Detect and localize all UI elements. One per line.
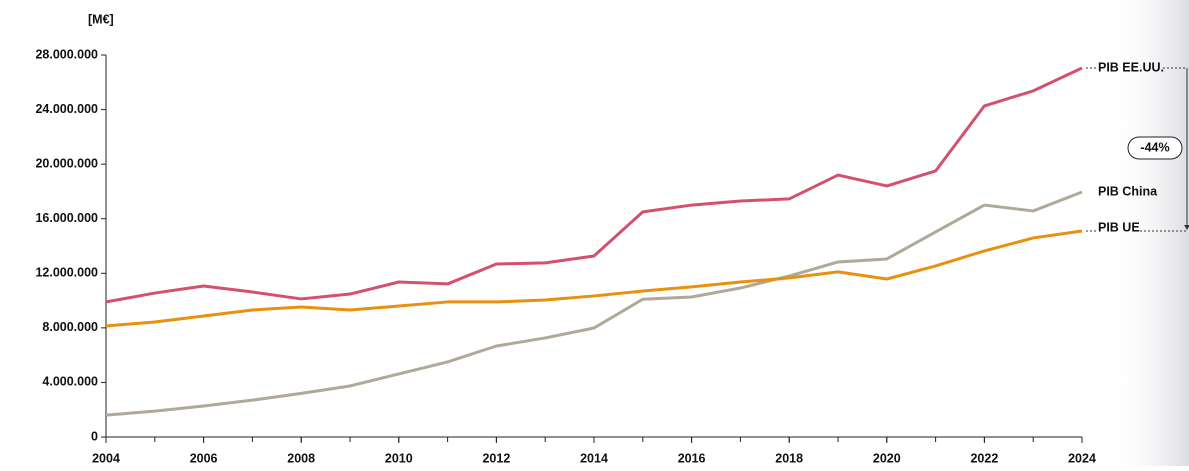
- x-tick-label: 2016: [678, 451, 706, 465]
- series-label: PIB EE.UU.: [1098, 60, 1164, 74]
- series-line: [105, 66, 1083, 304]
- y-tick-label: 16.000.000: [35, 211, 98, 225]
- x-tick-label: 2004: [92, 451, 120, 465]
- y-tick-label: 8.000.000: [42, 320, 98, 334]
- series-label: PIB UE: [1098, 220, 1140, 234]
- x-tick-label: 2024: [1068, 451, 1096, 465]
- arrow-head: [1184, 224, 1189, 230]
- x-tick-label: 2020: [873, 451, 901, 465]
- y-tick-label: 20.000.000: [35, 156, 98, 170]
- series-label: PIB China: [1098, 184, 1158, 198]
- annotation: -44%: [1140, 140, 1169, 154]
- annotation-box: [1127, 136, 1183, 160]
- x-tick-label: 2010: [385, 451, 413, 465]
- y-tick-label: 0: [91, 429, 98, 443]
- x-tick-label: 2022: [970, 451, 998, 465]
- y-tick-label: 24.000.000: [35, 102, 98, 116]
- y-axis-unit: [M€]: [88, 12, 114, 26]
- x-tick-label: 2006: [190, 451, 218, 465]
- y-tick-label: 4.000.000: [42, 375, 98, 389]
- background-panel: [1110, 0, 1189, 466]
- y-tick-label: 28.000.000: [35, 47, 98, 61]
- series-line: [105, 190, 1083, 417]
- series-line: [105, 229, 1083, 328]
- x-tick-label: 2018: [775, 451, 803, 465]
- y-tick-label: 12.000.000: [35, 266, 98, 280]
- x-tick-label: 2008: [287, 451, 315, 465]
- x-tick-label: 2014: [580, 451, 608, 465]
- x-tick-label: 2012: [482, 451, 510, 465]
